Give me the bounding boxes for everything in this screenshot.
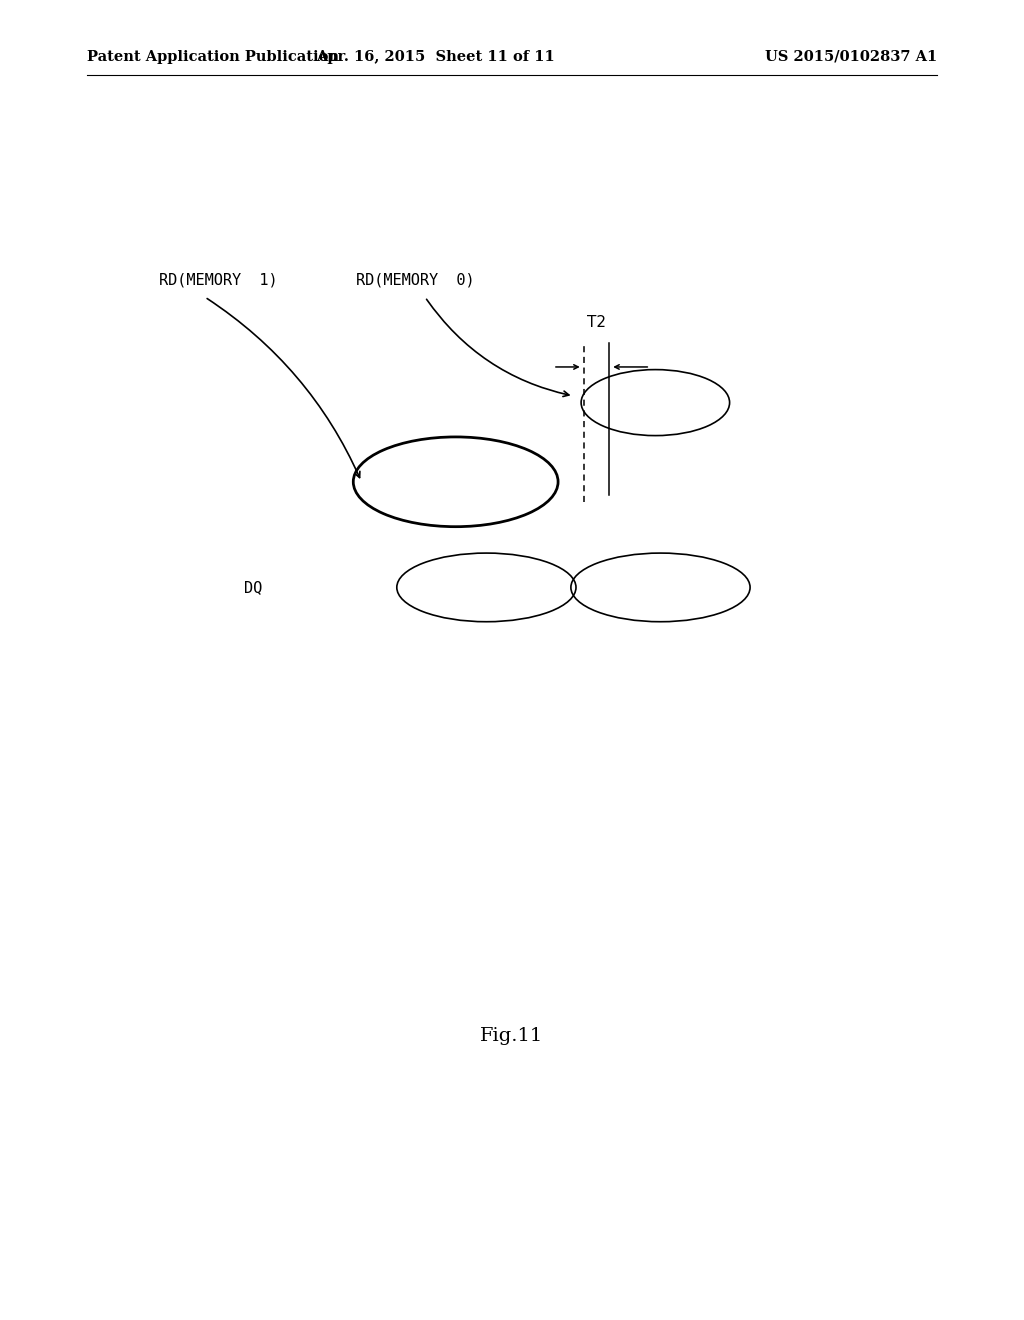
Text: Fig.11: Fig.11 — [480, 1027, 544, 1045]
Text: RD(MEMORY  0): RD(MEMORY 0) — [356, 273, 475, 288]
Text: US 2015/0102837 A1: US 2015/0102837 A1 — [765, 50, 937, 63]
Text: RD(MEMORY  1): RD(MEMORY 1) — [159, 273, 278, 288]
Text: Patent Application Publication: Patent Application Publication — [87, 50, 339, 63]
Text: Apr. 16, 2015  Sheet 11 of 11: Apr. 16, 2015 Sheet 11 of 11 — [315, 50, 555, 63]
Text: T2: T2 — [588, 315, 606, 330]
Text: DQ: DQ — [244, 579, 262, 595]
